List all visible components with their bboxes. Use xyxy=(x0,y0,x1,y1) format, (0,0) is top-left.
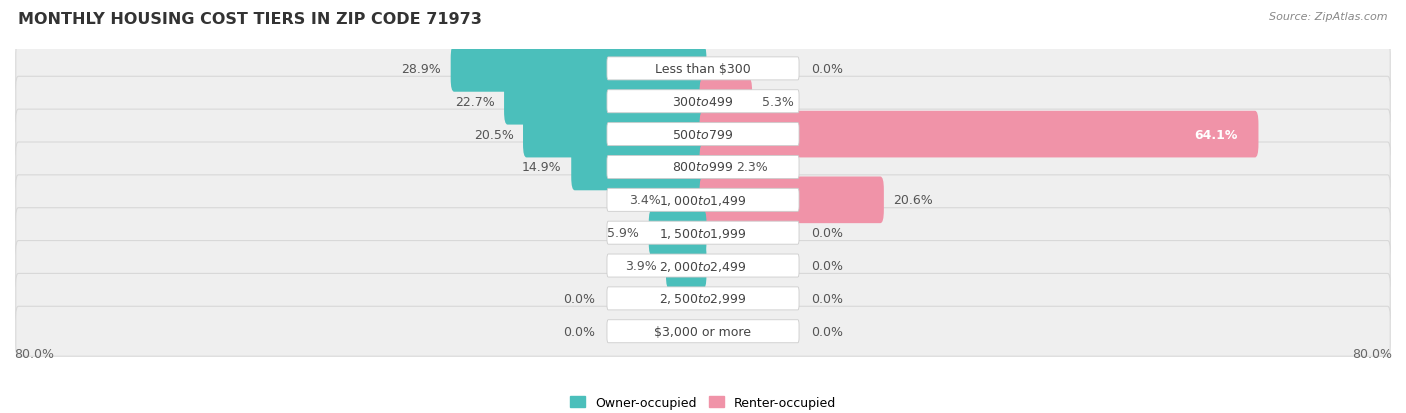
Text: 0.0%: 0.0% xyxy=(564,292,595,305)
FancyBboxPatch shape xyxy=(607,222,799,244)
FancyBboxPatch shape xyxy=(15,306,1391,356)
FancyBboxPatch shape xyxy=(607,254,799,278)
FancyBboxPatch shape xyxy=(666,242,706,289)
FancyBboxPatch shape xyxy=(451,46,706,93)
FancyBboxPatch shape xyxy=(607,90,799,114)
Text: 0.0%: 0.0% xyxy=(564,325,595,338)
Text: 20.5%: 20.5% xyxy=(474,128,513,141)
Text: 0.0%: 0.0% xyxy=(811,227,842,240)
FancyBboxPatch shape xyxy=(607,189,799,212)
Text: $1,000 to $1,499: $1,000 to $1,499 xyxy=(659,193,747,207)
FancyBboxPatch shape xyxy=(505,79,706,125)
Text: 80.0%: 80.0% xyxy=(14,347,53,360)
FancyBboxPatch shape xyxy=(700,177,884,223)
Text: 0.0%: 0.0% xyxy=(811,259,842,273)
FancyBboxPatch shape xyxy=(648,210,706,256)
Text: Less than $300: Less than $300 xyxy=(655,63,751,76)
FancyBboxPatch shape xyxy=(607,123,799,146)
Text: 5.3%: 5.3% xyxy=(762,95,793,109)
FancyBboxPatch shape xyxy=(15,142,1391,192)
FancyBboxPatch shape xyxy=(700,144,727,191)
FancyBboxPatch shape xyxy=(607,287,799,310)
FancyBboxPatch shape xyxy=(700,112,1258,158)
Text: 14.9%: 14.9% xyxy=(522,161,562,174)
Text: $1,500 to $1,999: $1,500 to $1,999 xyxy=(659,226,747,240)
Text: 64.1%: 64.1% xyxy=(1195,128,1237,141)
Text: $2,500 to $2,999: $2,500 to $2,999 xyxy=(659,292,747,306)
FancyBboxPatch shape xyxy=(523,112,706,158)
FancyBboxPatch shape xyxy=(700,79,752,125)
Text: $800 to $999: $800 to $999 xyxy=(672,161,734,174)
Text: $300 to $499: $300 to $499 xyxy=(672,95,734,109)
Text: $3,000 or more: $3,000 or more xyxy=(655,325,751,338)
Text: 2.3%: 2.3% xyxy=(735,161,768,174)
FancyBboxPatch shape xyxy=(15,44,1391,94)
Text: 20.6%: 20.6% xyxy=(893,194,934,207)
FancyBboxPatch shape xyxy=(607,320,799,343)
Text: 0.0%: 0.0% xyxy=(811,63,842,76)
FancyBboxPatch shape xyxy=(15,110,1391,160)
FancyBboxPatch shape xyxy=(671,177,706,223)
Text: 0.0%: 0.0% xyxy=(811,292,842,305)
FancyBboxPatch shape xyxy=(571,144,706,191)
FancyBboxPatch shape xyxy=(15,176,1391,225)
FancyBboxPatch shape xyxy=(15,208,1391,258)
FancyBboxPatch shape xyxy=(15,274,1391,323)
Text: 80.0%: 80.0% xyxy=(1353,347,1392,360)
Text: 3.4%: 3.4% xyxy=(628,194,661,207)
Text: 3.9%: 3.9% xyxy=(624,259,657,273)
Text: 0.0%: 0.0% xyxy=(811,325,842,338)
FancyBboxPatch shape xyxy=(607,58,799,81)
Text: $500 to $799: $500 to $799 xyxy=(672,128,734,141)
Text: $2,000 to $2,499: $2,000 to $2,499 xyxy=(659,259,747,273)
FancyBboxPatch shape xyxy=(607,156,799,179)
Text: Source: ZipAtlas.com: Source: ZipAtlas.com xyxy=(1270,12,1388,22)
Text: 5.9%: 5.9% xyxy=(607,227,640,240)
Text: 22.7%: 22.7% xyxy=(456,95,495,109)
Text: MONTHLY HOUSING COST TIERS IN ZIP CODE 71973: MONTHLY HOUSING COST TIERS IN ZIP CODE 7… xyxy=(18,12,482,27)
Text: 28.9%: 28.9% xyxy=(402,63,441,76)
FancyBboxPatch shape xyxy=(15,241,1391,291)
Legend: Owner-occupied, Renter-occupied: Owner-occupied, Renter-occupied xyxy=(569,396,837,409)
FancyBboxPatch shape xyxy=(15,77,1391,127)
